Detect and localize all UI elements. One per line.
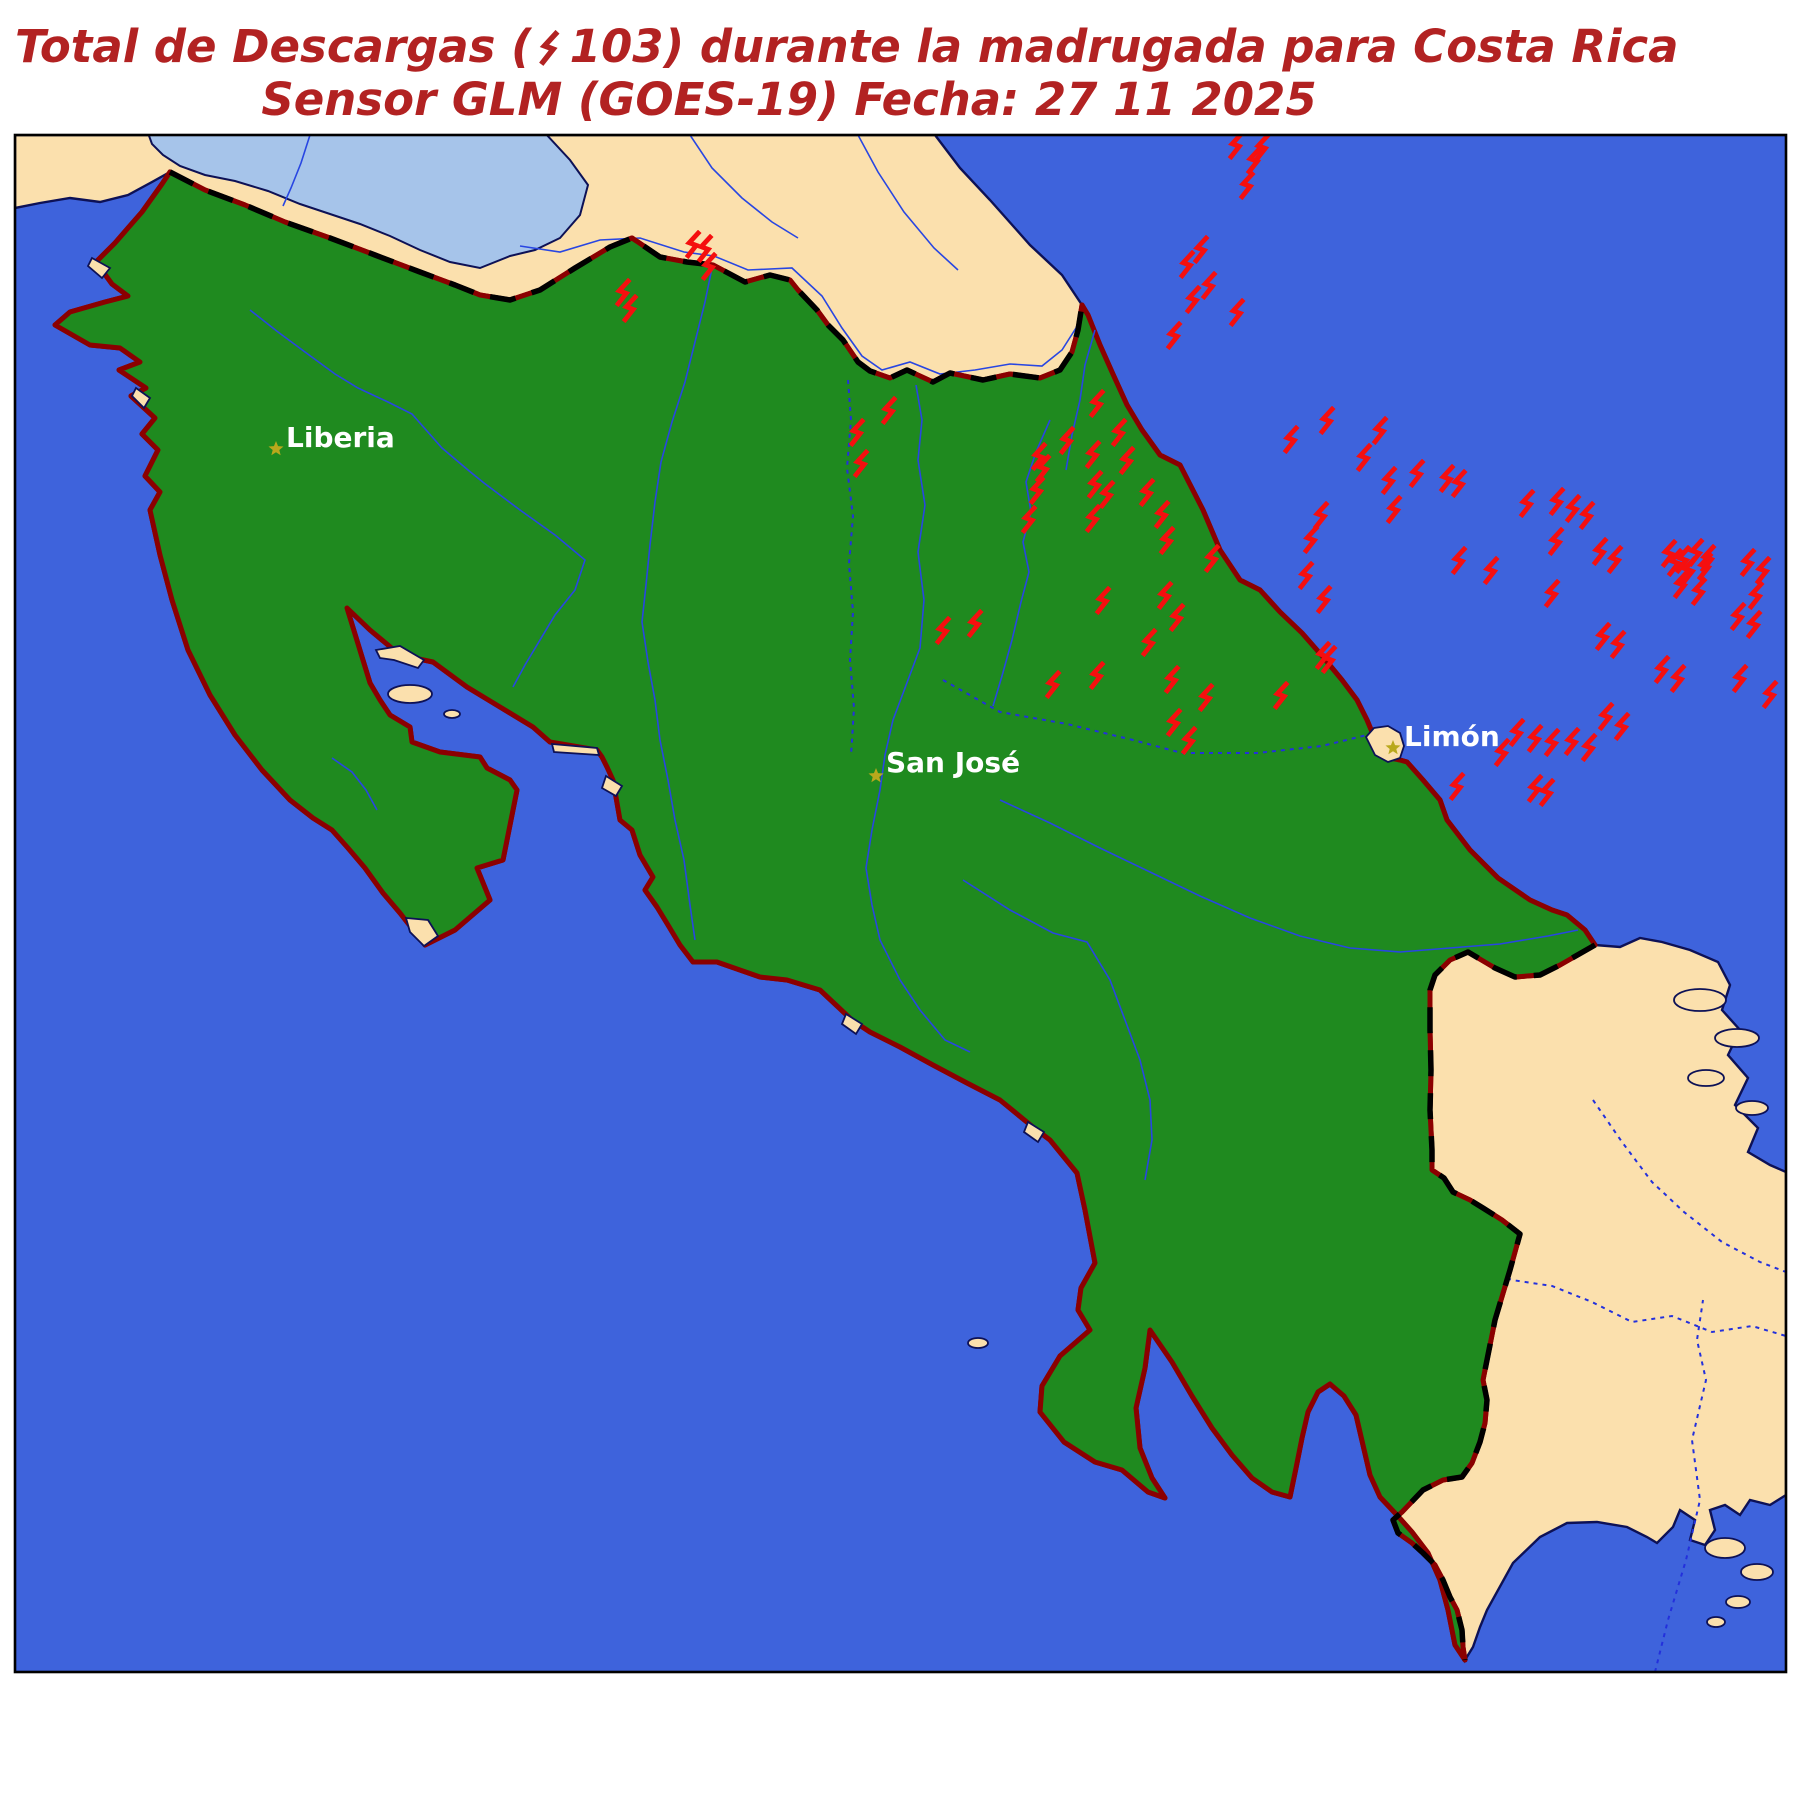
chiriqui-island xyxy=(1704,1537,1746,1559)
beach-patch xyxy=(374,645,426,670)
city-markers-layer: Liberia San José Limón xyxy=(268,421,1500,783)
chira-island xyxy=(387,684,433,704)
beach-patch xyxy=(600,774,624,798)
chiriqui-island xyxy=(1706,1616,1726,1628)
beach-patch xyxy=(840,1012,864,1036)
chiriqui-island xyxy=(1725,1595,1751,1609)
title-line-2: Sensor GLM (GOES-19) Fecha: 27 11 2025 xyxy=(261,73,1317,126)
city-label: Liberia xyxy=(286,421,395,454)
map-frame xyxy=(13,133,1788,1674)
title-strike-count: 103 xyxy=(569,20,664,73)
costa-rica-rivers xyxy=(249,267,1579,1181)
figure-title: Total de Descargas ( 103) durante la madr… xyxy=(15,20,1679,126)
beach-patch xyxy=(1022,1120,1046,1144)
title-line-1: Total de Descargas ( 103) durante la madr… xyxy=(15,20,1679,73)
city-label: San José xyxy=(886,746,1020,779)
costa-rica-nicaragua-border xyxy=(168,169,1085,385)
costa-rica-panama-border xyxy=(1390,942,1597,1661)
puntarenas-spit xyxy=(550,742,601,756)
beach-patch xyxy=(130,386,152,410)
nicaragua-rivers xyxy=(282,135,1084,375)
title-suffix: ) durante la madrugada para Costa Rica xyxy=(663,20,1679,73)
islands-and-beaches xyxy=(86,256,1774,1628)
city-label: Limón xyxy=(1404,720,1500,753)
lake-nicaragua xyxy=(147,135,590,270)
offshore-islet xyxy=(967,1337,989,1349)
bocas-island xyxy=(1735,1100,1769,1116)
lightning-icon xyxy=(538,30,560,66)
cabo-blanco-beach xyxy=(404,916,440,948)
limon-town-patch xyxy=(1364,725,1405,763)
gulf-islet xyxy=(443,709,461,719)
bocas-island xyxy=(1714,1028,1760,1048)
bocas-island xyxy=(1673,988,1727,1012)
chiriqui-island xyxy=(1740,1563,1774,1581)
bocas-island xyxy=(1687,1069,1725,1087)
title-prefix: Total de Descargas ( xyxy=(15,20,532,73)
beach-patch xyxy=(86,256,112,280)
